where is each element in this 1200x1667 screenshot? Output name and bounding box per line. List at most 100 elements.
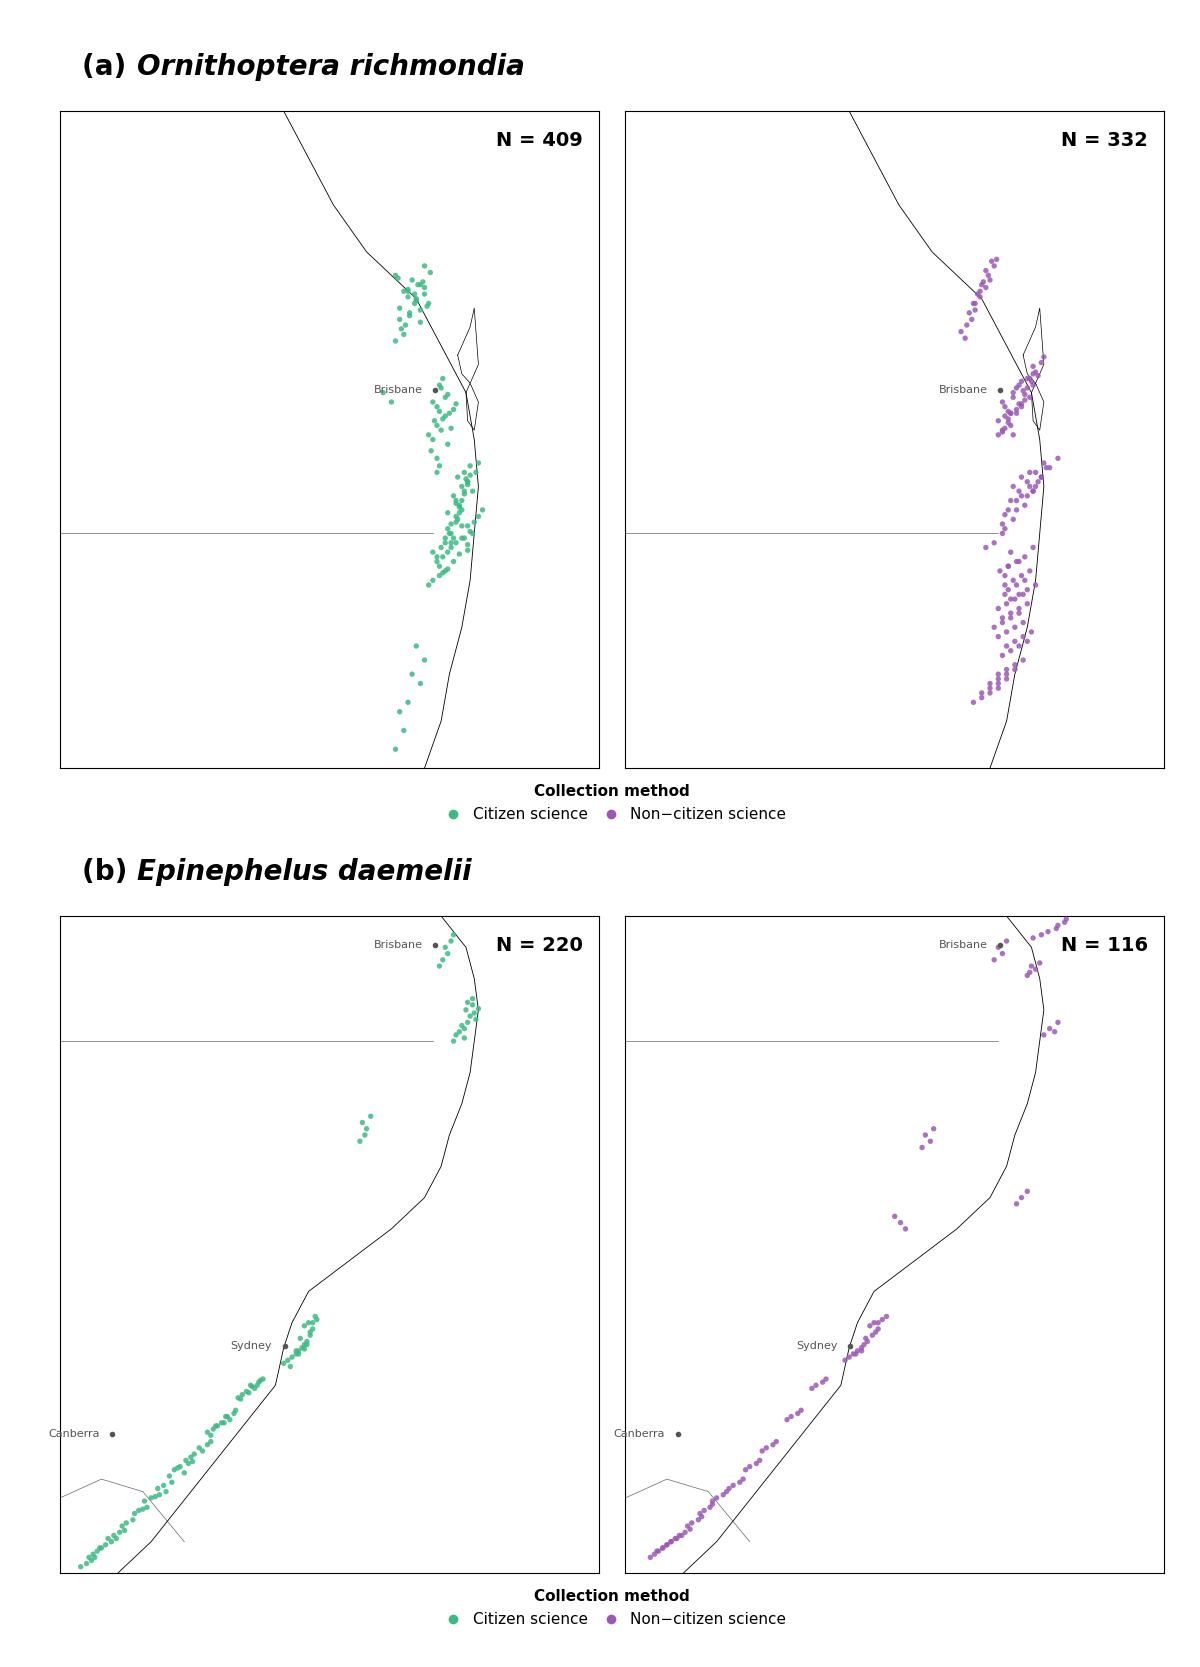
Point (301, 1319, 320, 1345)
Point (1007, 572, 1026, 598)
Point (952, 318, 971, 345)
Point (448, 463, 467, 490)
Point (407, 285, 426, 312)
Point (287, 1340, 306, 1367)
Point (461, 518, 480, 545)
Point (852, 1337, 871, 1364)
Point (984, 947, 1003, 974)
Point (997, 665, 1016, 692)
Point (444, 525, 463, 552)
Point (415, 280, 434, 307)
Point (989, 595, 1008, 622)
Point (1018, 1179, 1037, 1205)
Point (958, 312, 977, 338)
Point (440, 520, 460, 547)
Point (85, 1544, 104, 1570)
Point (997, 633, 1016, 660)
Point (463, 992, 482, 1019)
Point (703, 1490, 722, 1517)
Point (116, 1510, 136, 1537)
Point (678, 1512, 697, 1539)
Point (990, 557, 1009, 583)
Point (1006, 652, 1025, 678)
Point (992, 520, 1012, 547)
Point (407, 633, 426, 660)
Point (84, 1540, 103, 1567)
Point (1014, 608, 1033, 635)
Point (398, 688, 418, 715)
Point (877, 1304, 896, 1330)
Point (436, 934, 455, 960)
Point (1015, 382, 1034, 408)
Point (458, 989, 478, 1015)
Point (432, 417, 451, 443)
Point (1001, 412, 1020, 438)
Point (386, 735, 406, 762)
Point (455, 480, 474, 507)
Point (224, 1400, 244, 1427)
Point (1009, 595, 1028, 622)
Point (390, 295, 409, 322)
Point (1040, 1015, 1060, 1042)
Point (274, 1350, 293, 1377)
Text: N = 220: N = 220 (496, 935, 582, 955)
Point (866, 1319, 886, 1345)
Point (1040, 455, 1060, 482)
Point (410, 272, 430, 298)
Point (124, 1507, 143, 1534)
Point (212, 1410, 232, 1437)
Point (920, 1129, 940, 1155)
Point (461, 1004, 480, 1030)
Point (890, 1209, 910, 1235)
Point (1012, 393, 1031, 420)
Point (1003, 473, 1022, 500)
Point (1020, 557, 1039, 583)
Point (398, 278, 418, 305)
Point (179, 1450, 198, 1477)
Point (287, 1337, 306, 1364)
Point (1024, 533, 1043, 560)
Point (858, 1329, 877, 1355)
Point (733, 1465, 752, 1492)
Point (992, 940, 1012, 967)
Point (448, 507, 467, 533)
Point (236, 1379, 256, 1405)
Point (427, 548, 446, 575)
Point (115, 1517, 134, 1544)
Point (424, 538, 443, 565)
Point (730, 1469, 749, 1495)
Point (438, 430, 457, 457)
Point (456, 997, 475, 1024)
Point (444, 482, 463, 508)
Point (1001, 487, 1020, 513)
Point (452, 1012, 472, 1039)
Point (295, 1312, 314, 1339)
Point (298, 1329, 317, 1355)
Point (1007, 487, 1026, 513)
Point (436, 557, 455, 583)
Point (778, 1407, 797, 1434)
Point (456, 465, 475, 492)
Point (989, 407, 1008, 433)
Point (295, 1332, 314, 1359)
Point (206, 1412, 226, 1439)
Point (96, 1532, 115, 1559)
Point (1032, 463, 1051, 490)
Point (995, 415, 1014, 442)
Point (1032, 922, 1051, 949)
Point (992, 642, 1012, 668)
Point (464, 508, 484, 535)
Point (419, 422, 438, 448)
Point (77, 1550, 96, 1577)
Point (148, 1475, 167, 1502)
Point (198, 1432, 217, 1459)
Point (716, 1479, 736, 1505)
Point (71, 1554, 90, 1580)
Point (442, 533, 461, 560)
Point (402, 267, 421, 293)
Text: Canberra: Canberra (613, 1429, 665, 1439)
Text: Brisbane: Brisbane (373, 385, 422, 395)
Point (997, 657, 1016, 683)
Point (419, 572, 438, 598)
Point (463, 985, 482, 1012)
